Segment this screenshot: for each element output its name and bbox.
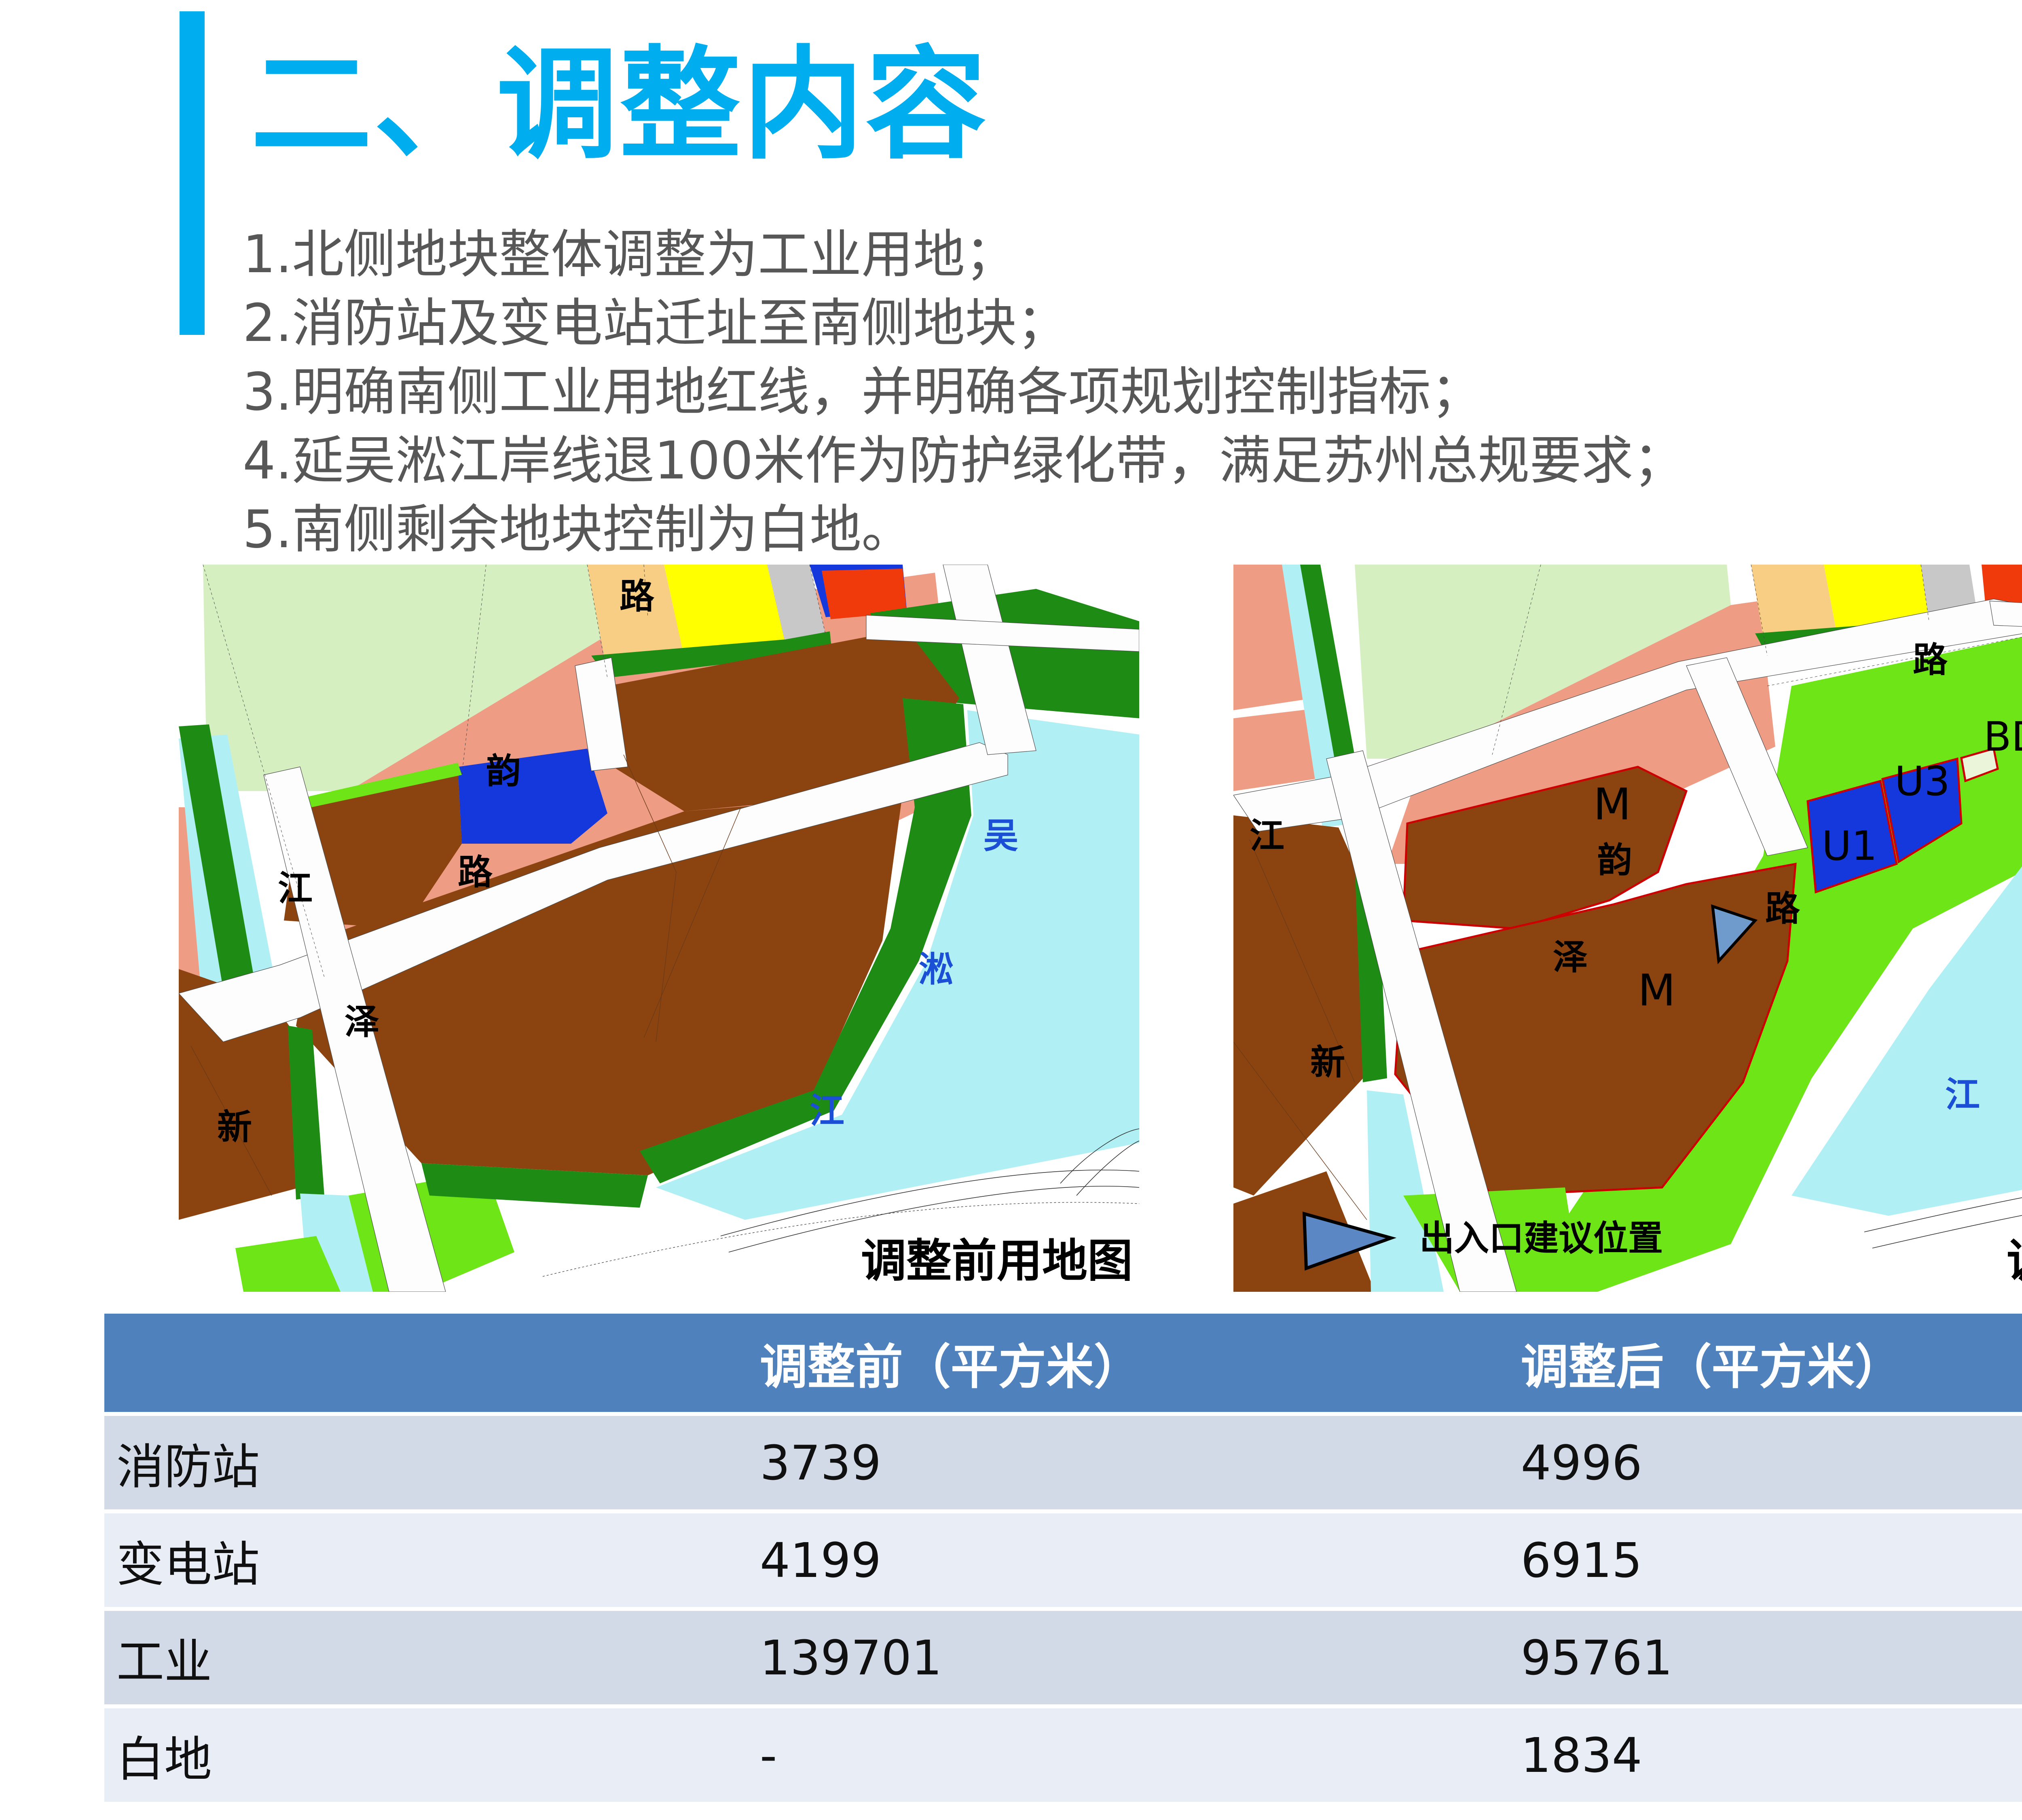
- table-header-row: 调整前（平方米） 调整后（平方米）: [104, 1314, 2022, 1412]
- bullet-item-5: 5.南侧剩余地块控制为白地。: [243, 499, 914, 560]
- landuse-yellow: [664, 565, 785, 658]
- water-wusong-river: [1791, 866, 2022, 1216]
- river-label-jiang: 江: [810, 1091, 844, 1131]
- landuse-yellow: [1824, 565, 1929, 629]
- street-label-ze: 泽: [1553, 937, 1588, 978]
- landuse-gray: [767, 565, 826, 643]
- green-belt-west: [179, 724, 260, 1014]
- table-header-after: 调整后（平方米）: [1508, 1314, 2022, 1412]
- cell-after: 6915: [1508, 1513, 2022, 1607]
- table-row: 消防站 3739 4996: [104, 1416, 2022, 1509]
- entrance-arrow-north: [1711, 904, 1758, 965]
- title-accent-bar: [180, 11, 205, 335]
- cell-before: 4199: [747, 1513, 1509, 1607]
- parcel-bd-small: [1960, 747, 1999, 783]
- railway-lines: [720, 1128, 1139, 1253]
- street-label-jiang: 江: [278, 868, 313, 909]
- street-label-ze: 泽: [345, 1002, 379, 1042]
- landuse-light-green: [1355, 565, 1731, 759]
- cell-category: 工业: [104, 1611, 748, 1704]
- green-belt-river: [640, 698, 971, 1183]
- street-label-lu-north: 路: [1913, 640, 1948, 680]
- map-after-adjustment[interactable]: M M U1 U3 BD 江 韵 路 路 泽 新 吴 淞 江 出入口建议位置 调…: [1233, 565, 2022, 1292]
- parcel-blue-facility: [458, 749, 607, 844]
- table-header-category: [104, 1314, 748, 1412]
- map-after-caption: 调整后用地图: [2007, 1238, 2022, 1284]
- map-before-caption: 调整前用地图: [861, 1235, 1133, 1287]
- street-label-yun: 韵: [486, 751, 521, 791]
- parcel-u1: [1806, 779, 1898, 894]
- road-network: [1233, 599, 2022, 1292]
- green-strip-north: [591, 631, 832, 678]
- entrance-arrow-legend: [1302, 1211, 1397, 1271]
- parcel-label-m-south: M: [1638, 965, 1675, 1016]
- bullet-item-1: 1.北侧地块整体调整为工业用地；: [243, 224, 1017, 285]
- parcel-label-bd: BD: [1984, 713, 2022, 760]
- park-green-southwest: [235, 1236, 341, 1292]
- page-title: 二、调整内容: [251, 34, 988, 176]
- table-row: 变电站 4199 6915: [104, 1513, 2022, 1607]
- landuse-orange: [587, 565, 684, 664]
- table-row: 工业 139701 95761: [104, 1611, 2022, 1704]
- river-label-wu: 吴: [984, 816, 1018, 856]
- industrial-far-west: [1233, 815, 1367, 1196]
- landuse-red-north: [822, 569, 907, 619]
- river-label-song: 淞: [919, 949, 954, 990]
- table-row: 白地 - 1834: [104, 1708, 2022, 1802]
- green-belt-canal-south: [288, 1026, 324, 1200]
- comparison-table: 调整前（平方米） 调整后（平方米） 消防站 3739 4996 变电站 4199…: [104, 1310, 2022, 1806]
- cell-category: 变电站: [104, 1513, 748, 1607]
- green-belt-south: [421, 1163, 648, 1208]
- cell-category: 白地: [104, 1708, 748, 1802]
- road-network: [179, 565, 1139, 1292]
- map-before-graphic: 江 韵 路 路 泽 新 吴 淞 江: [179, 565, 1139, 1292]
- bullet-item-2: 2.消防站及变电站迁址至南侧地块；: [243, 293, 1069, 353]
- green-edge-west: [300, 763, 462, 809]
- industrial-north: [587, 629, 959, 811]
- street-label-xin: 新: [217, 1107, 252, 1147]
- street-label-lu-mid: 路: [458, 852, 493, 893]
- map-after-graphic: M M U1 U3 BD 江 韵 路 路 泽 新 吴 淞 江: [1233, 565, 2022, 1292]
- parcel-label-m-north: M: [1593, 779, 1631, 830]
- street-label-lu-north: 路: [620, 576, 655, 617]
- parcel-industrial-m-north: [1402, 766, 1688, 930]
- bullet-item-4: 4.延吴淞江岸线退100米作为防护绿化带，满足苏州总规要求；: [243, 431, 1685, 491]
- landuse-orange: [1751, 565, 1836, 637]
- cell-category: 消防站: [104, 1416, 748, 1509]
- parcel-label-u1: U1: [1822, 822, 1877, 870]
- landuse-red-north: [1982, 565, 2022, 607]
- cell-after: 1834: [1508, 1708, 2022, 1802]
- parcel-label-u3: U3: [1895, 758, 1950, 805]
- table-header-before: 调整前（平方米）: [747, 1314, 1509, 1412]
- cell-after: 95761: [1508, 1611, 2022, 1704]
- street-label-lu-mid: 路: [1765, 889, 1800, 929]
- cell-before: 139701: [747, 1611, 1509, 1704]
- industrial-main-south: [296, 793, 903, 1175]
- parcel-lines: [190, 754, 741, 1196]
- cell-before: 3739: [747, 1416, 1509, 1509]
- parcel-u3: [1881, 757, 1963, 864]
- river-label-jiang: 江: [1945, 1075, 1980, 1115]
- street-label-yun: 韵: [1597, 840, 1632, 880]
- landuse-light-green: [203, 565, 644, 791]
- industrial-far-west: [179, 969, 300, 1220]
- parcel-lines: [1233, 839, 1367, 1220]
- street-label-xin: 新: [1310, 1042, 1345, 1083]
- bullet-list: 1.北侧地块整体调整为工业用地； 2.消防站及变电站迁址至南侧地块； 3.明确南…: [243, 220, 2022, 564]
- map-before-adjustment[interactable]: 江 韵 路 路 泽 新 吴 淞 江 调整前用地图: [179, 565, 1139, 1292]
- cadastral-lines: [1492, 565, 2022, 755]
- entrance-legend-label: 出入口建议位置: [1419, 1218, 1663, 1259]
- bullet-item-3: 3.明确南侧工业用地红线，并明确各项规划控制指标；: [243, 362, 1483, 422]
- street-label-jiang: 江: [1250, 816, 1284, 856]
- cell-before: -: [747, 1708, 1509, 1802]
- cell-after: 4996: [1508, 1416, 2022, 1509]
- railway-lines: [1864, 1197, 2022, 1249]
- water-wusong-river: [656, 710, 1139, 1220]
- boundary-dashed: [542, 1202, 1139, 1277]
- cadastral-lines: [203, 565, 826, 978]
- landuse-residential-far-west: [1233, 565, 1314, 710]
